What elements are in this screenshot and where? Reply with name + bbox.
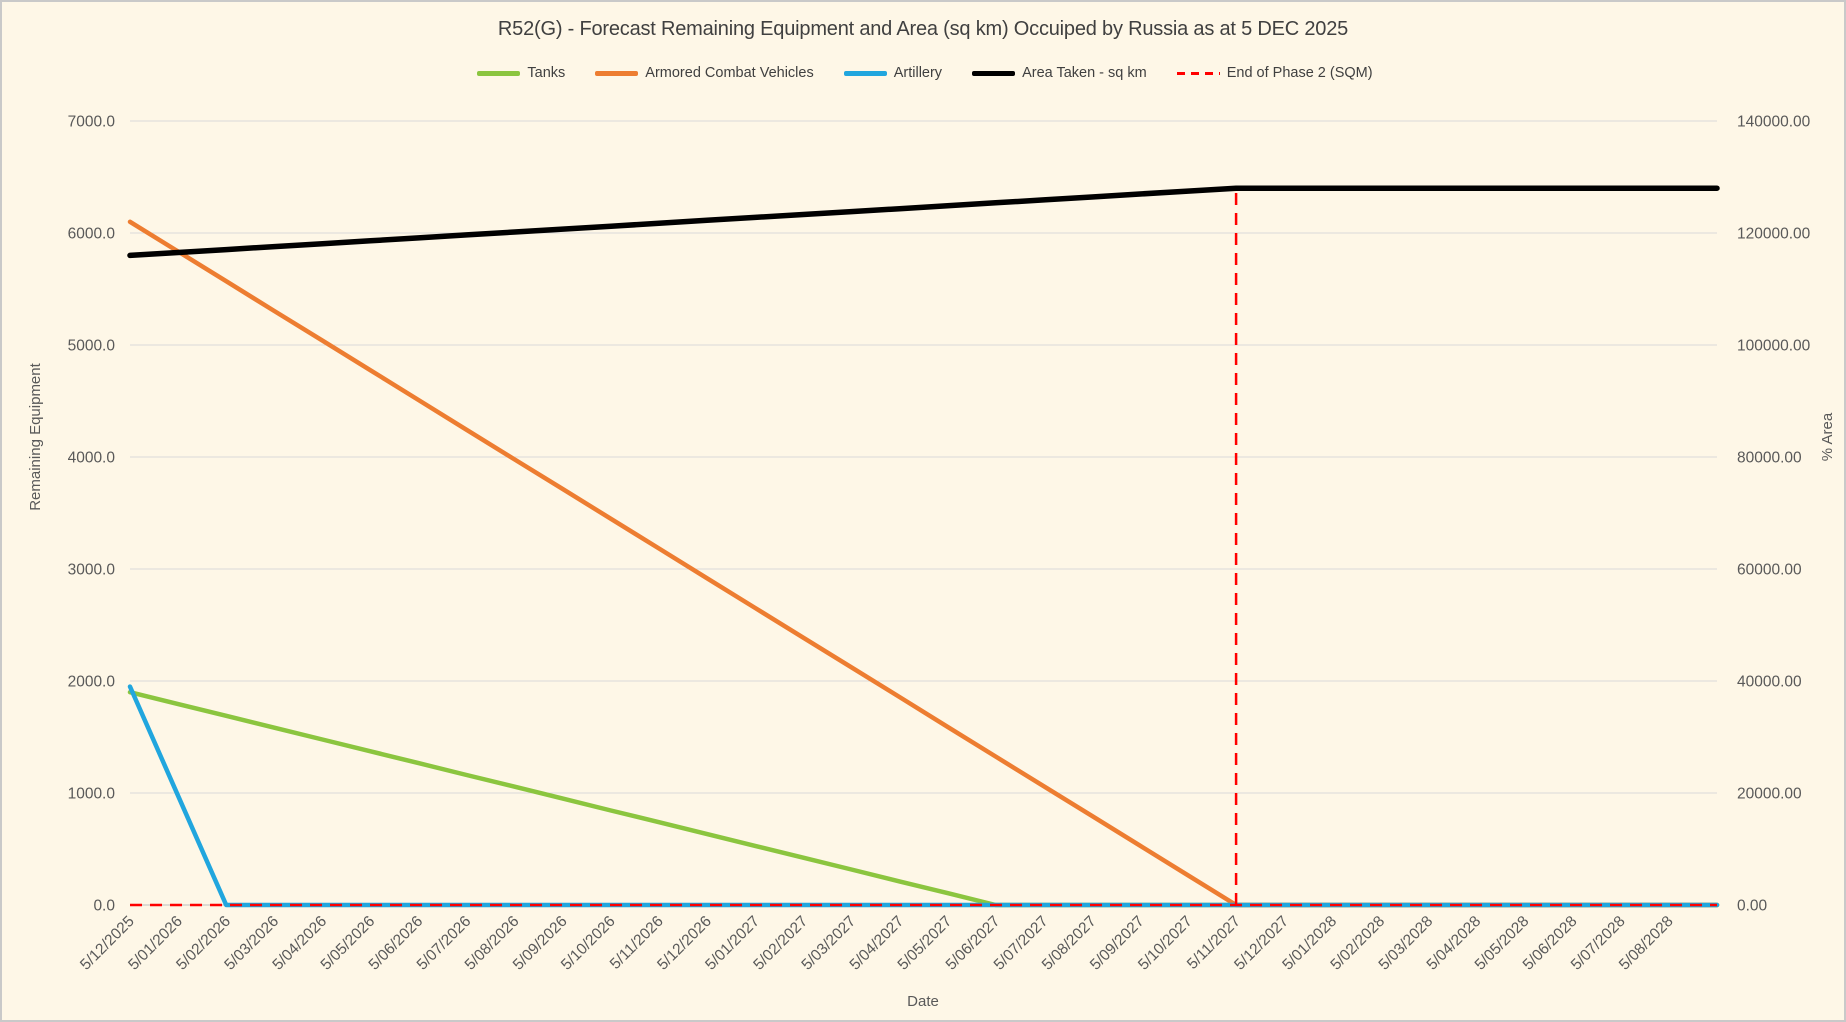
y-right-tick-label: 0.00 <box>1737 898 1768 915</box>
legend-item-area-taken-sq-km: Area Taken - sq km <box>972 65 1147 81</box>
legend-label: Tanks <box>527 65 566 81</box>
y-left-tick-label: 3000.0 <box>68 562 116 579</box>
y-right-tick-label: 40000.00 <box>1737 674 1802 691</box>
legend-item-armored-combat-vehicles: Armored Combat Vehicles <box>595 65 814 81</box>
y-axis-right-tick-labels: 0.00 20000.00 40000.00 60000.00 80000.00 1000… <box>1737 114 1811 915</box>
legend-label: Artillery <box>893 65 943 81</box>
y-left-tick-label: 1000.0 <box>68 786 116 803</box>
chart-legend: Tanks Armored Combat Vehicles Artillery Are… <box>133 62 1717 84</box>
y-left-tick-label: 2000.0 <box>68 674 116 691</box>
legend-swatch-end-of-phase-2-sqm <box>1176 71 1220 75</box>
legend-item-end-of-phase-2-sqm: End of Phase 2 (SQM) <box>1176 65 1373 81</box>
legend-label: Area Taken - sq km <box>1022 65 1147 81</box>
legend-label: Armored Combat Vehicles <box>645 65 814 81</box>
y-left-tick-label: 7000.0 <box>68 114 116 131</box>
series-tanks-line <box>127 689 1720 908</box>
legend-swatch-tanks <box>477 70 521 76</box>
y-right-tick-label: 20000.00 <box>1737 786 1802 803</box>
y-right-tick-label: 80000.00 <box>1737 450 1802 467</box>
x-axis-title: Date <box>907 993 939 1010</box>
y-right-tick-label: 120000.00 <box>1737 226 1811 243</box>
series-artillery-line <box>127 684 1720 908</box>
series-lines <box>127 185 1720 908</box>
legend-label: End of Phase 2 (SQM) <box>1226 65 1373 81</box>
y-right-tick-label: 140000.00 <box>1737 114 1811 131</box>
x-axis-tick-labels: 5/12/20255/01/20265/02/20265/03/20265/04… <box>77 913 1677 974</box>
y-left-tick-label: 0.0 <box>93 898 115 915</box>
legend-swatch-area-taken-sq-km <box>972 70 1016 76</box>
y-axis-left-title: Remaining Equipment <box>27 362 44 510</box>
series-armored-combat-vehicles-line <box>127 219 1720 908</box>
y-left-tick-label: 5000.0 <box>68 338 116 355</box>
y-left-tick-label: 4000.0 <box>68 450 116 467</box>
y-left-tick-label: 6000.0 <box>68 226 116 243</box>
y-right-tick-label: 60000.00 <box>1737 562 1802 579</box>
chart-title: R52(G) - Forecast Remaining Equipment an… <box>497 18 1349 40</box>
y-axis-left-tick-labels: 0.0 1000.0 2000.0 3000.0 4000.0 5000.0 6000.0 7… <box>68 114 116 915</box>
y-right-tick-label: 100000.00 <box>1737 338 1811 355</box>
series-area-taken-sq-km-line <box>127 185 1720 259</box>
legend-swatch-armored-combat-vehicles <box>595 70 639 76</box>
y-axis-right-title: % Area <box>1819 412 1836 461</box>
legend-item-artillery: Artillery <box>843 65 943 81</box>
legend-swatch-artillery <box>843 70 887 76</box>
legend-item-tanks: Tanks <box>477 65 565 81</box>
